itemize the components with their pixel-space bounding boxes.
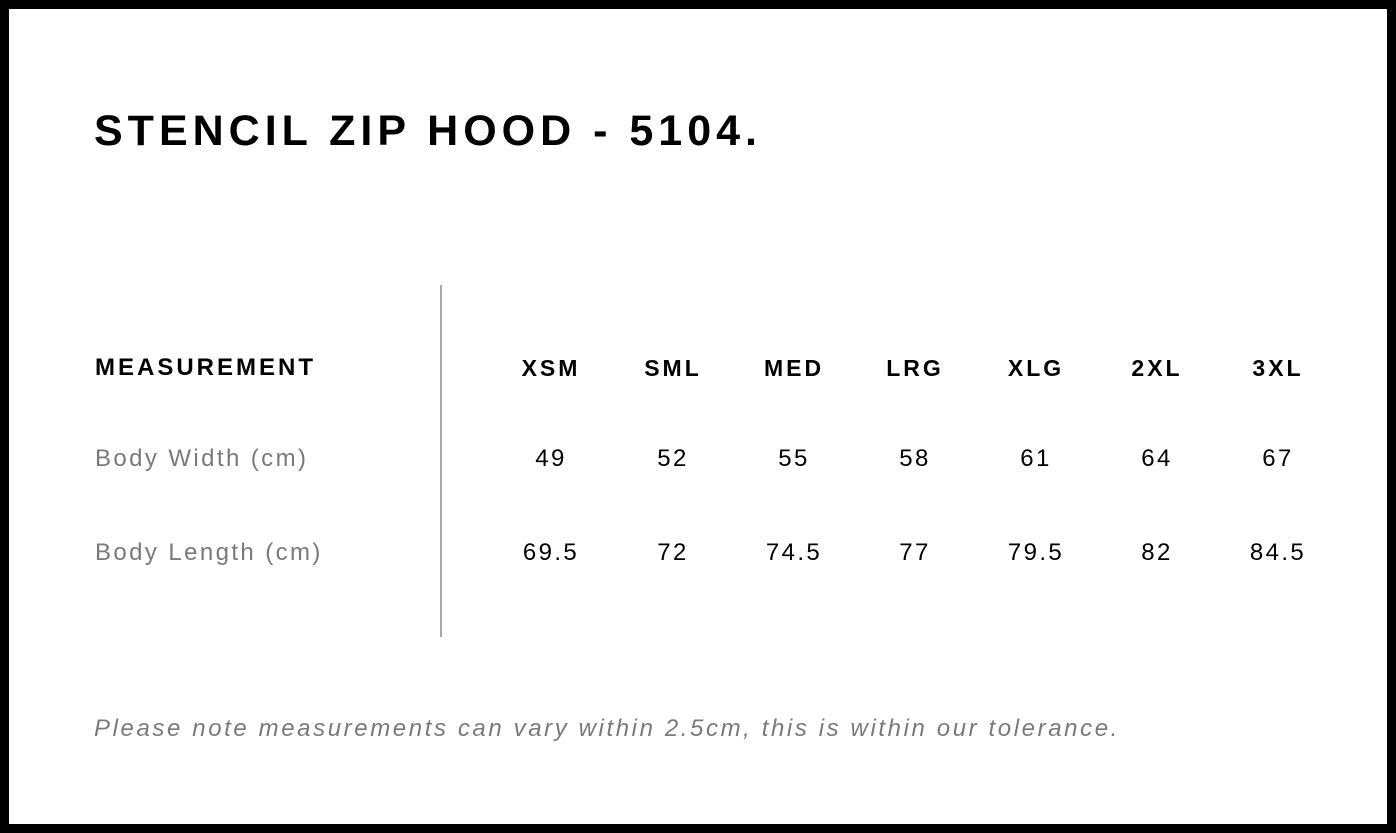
- table-cell: 64: [1141, 445, 1173, 472]
- table-cell: 82: [1141, 539, 1173, 566]
- page-title: STENCIL ZIP HOOD - 5104.: [94, 107, 762, 155]
- size-header-lrg: LRG: [886, 355, 944, 381]
- size-header-med: MED: [763, 355, 825, 381]
- table-cell: 72: [657, 539, 689, 566]
- table-cell: 79.5: [1007, 539, 1065, 566]
- table-cell: 77: [899, 539, 931, 566]
- size-chart-card: STENCIL ZIP HOOD - 5104. MEASUREMENT Ple…: [9, 9, 1387, 824]
- table-cell: 84.5: [1249, 539, 1307, 566]
- table-cell: 69.5: [522, 539, 580, 566]
- table-cell: 55: [778, 445, 810, 472]
- table-cell: 74.5: [765, 539, 823, 566]
- column-divider: [440, 285, 442, 637]
- table-cell: 52: [657, 445, 689, 472]
- row-label: Body Length (cm): [95, 539, 323, 566]
- table-cell: 49: [535, 445, 567, 472]
- table-cell: 61: [1020, 445, 1052, 472]
- size-header-3xl: 3XL: [1252, 355, 1304, 381]
- size-header-xsm: XSM: [521, 355, 581, 381]
- tolerance-note: Please note measurements can vary within…: [94, 715, 1120, 742]
- size-header-2xl: 2XL: [1131, 355, 1183, 381]
- size-header-sml: SML: [644, 355, 702, 381]
- row-label: Body Width (cm): [95, 445, 309, 472]
- measurement-header: MEASUREMENT: [95, 354, 317, 381]
- table-cell: 58: [899, 445, 931, 472]
- table-cell: 67: [1262, 445, 1294, 472]
- size-header-xlg: XLG: [1007, 355, 1065, 381]
